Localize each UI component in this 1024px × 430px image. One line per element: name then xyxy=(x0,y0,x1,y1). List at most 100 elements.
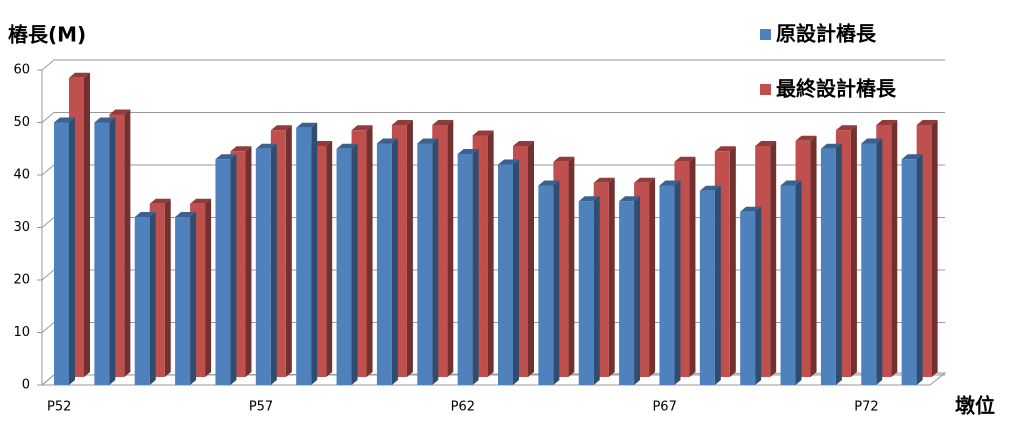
bar-top xyxy=(134,212,156,217)
bar-side xyxy=(593,196,600,385)
bar-side xyxy=(568,156,575,377)
bar-top xyxy=(417,138,439,144)
bar-side xyxy=(245,146,252,377)
bar-top xyxy=(270,125,292,131)
bar-side xyxy=(190,212,197,385)
bar-top xyxy=(69,72,90,78)
bar xyxy=(296,127,312,385)
bar-side xyxy=(608,177,615,377)
bar-side xyxy=(311,122,318,385)
bar-top xyxy=(553,156,575,162)
bar xyxy=(861,143,877,385)
bar-side xyxy=(850,125,857,377)
bar xyxy=(215,159,231,385)
legend-label: 最終設計樁長 xyxy=(776,77,897,101)
bar-side xyxy=(729,146,736,377)
bar xyxy=(417,143,433,385)
bar-top xyxy=(674,156,696,162)
bar-top xyxy=(634,177,656,183)
bar xyxy=(780,185,796,385)
bar xyxy=(255,148,271,385)
bar-side xyxy=(164,198,171,377)
y-tick-label: 50 xyxy=(13,115,30,130)
bar-side xyxy=(285,125,292,377)
bar-side xyxy=(109,117,116,385)
bar xyxy=(175,217,191,385)
legend-swatch xyxy=(760,84,771,95)
bar xyxy=(54,122,69,385)
bar xyxy=(498,164,513,385)
y-tick-label: 30 xyxy=(13,220,30,235)
bar-side xyxy=(674,180,681,385)
bar-side xyxy=(916,154,923,385)
bar xyxy=(901,159,917,385)
x-axis-title: 墩位 xyxy=(955,394,995,418)
bar-top xyxy=(876,120,898,125)
bar-side xyxy=(835,143,842,385)
bar-side xyxy=(795,180,802,385)
bar-side xyxy=(487,130,494,377)
bar-top xyxy=(109,109,131,115)
bar-side xyxy=(351,143,358,385)
bar-top xyxy=(255,143,277,149)
bar-top xyxy=(376,138,398,144)
bar-top xyxy=(175,212,197,217)
bar-side xyxy=(366,125,373,377)
bar-side xyxy=(270,143,277,385)
bar-top xyxy=(190,198,212,204)
bar-top xyxy=(659,180,681,186)
bar-side xyxy=(649,177,656,377)
bar-top xyxy=(714,146,736,152)
bar xyxy=(699,190,715,385)
bar-top xyxy=(215,154,237,160)
y-tick-label: 10 xyxy=(13,325,30,340)
bar-top xyxy=(740,206,762,212)
bar-side xyxy=(124,109,131,377)
bar xyxy=(336,148,352,385)
bar-side xyxy=(432,138,439,385)
bar-top xyxy=(820,143,842,149)
x-tick-label: P52 xyxy=(47,400,71,415)
bar-side xyxy=(406,120,413,377)
y-tick-label: 60 xyxy=(13,63,30,78)
grid-line xyxy=(41,112,945,123)
bar-top xyxy=(916,120,938,125)
bar xyxy=(820,148,836,385)
bar-side xyxy=(326,141,333,377)
bar-top xyxy=(498,159,519,165)
legend-label: 原設計樁長 xyxy=(776,22,877,46)
bar-side xyxy=(755,206,762,385)
bar-top xyxy=(901,154,923,160)
bar-side xyxy=(69,117,75,385)
bar-top xyxy=(513,141,534,146)
bar-top xyxy=(457,149,479,154)
bar-top xyxy=(593,177,615,183)
bar-top xyxy=(835,125,857,131)
bar-top xyxy=(230,146,252,152)
bar-top xyxy=(391,120,413,125)
bar-top xyxy=(149,198,171,204)
bar-top xyxy=(94,117,116,123)
bar-side xyxy=(810,135,817,377)
y-tick-label: 20 xyxy=(13,273,30,288)
bar-side xyxy=(714,185,721,385)
bar-top xyxy=(795,135,817,141)
bar-side xyxy=(205,198,212,377)
bar xyxy=(659,185,675,385)
bar-top xyxy=(780,180,802,186)
bar xyxy=(457,154,473,385)
bar xyxy=(94,122,110,385)
legend-swatch xyxy=(760,29,771,40)
bar xyxy=(538,185,554,385)
bar-top xyxy=(578,196,600,202)
bar-side xyxy=(770,141,777,377)
bar-top xyxy=(755,141,777,146)
bar-top xyxy=(351,125,373,131)
bar-side xyxy=(689,156,696,377)
grid-line xyxy=(41,59,945,71)
bar xyxy=(740,211,756,385)
bar-side xyxy=(931,120,938,377)
bar-top xyxy=(699,185,721,191)
bar-side xyxy=(447,120,454,377)
